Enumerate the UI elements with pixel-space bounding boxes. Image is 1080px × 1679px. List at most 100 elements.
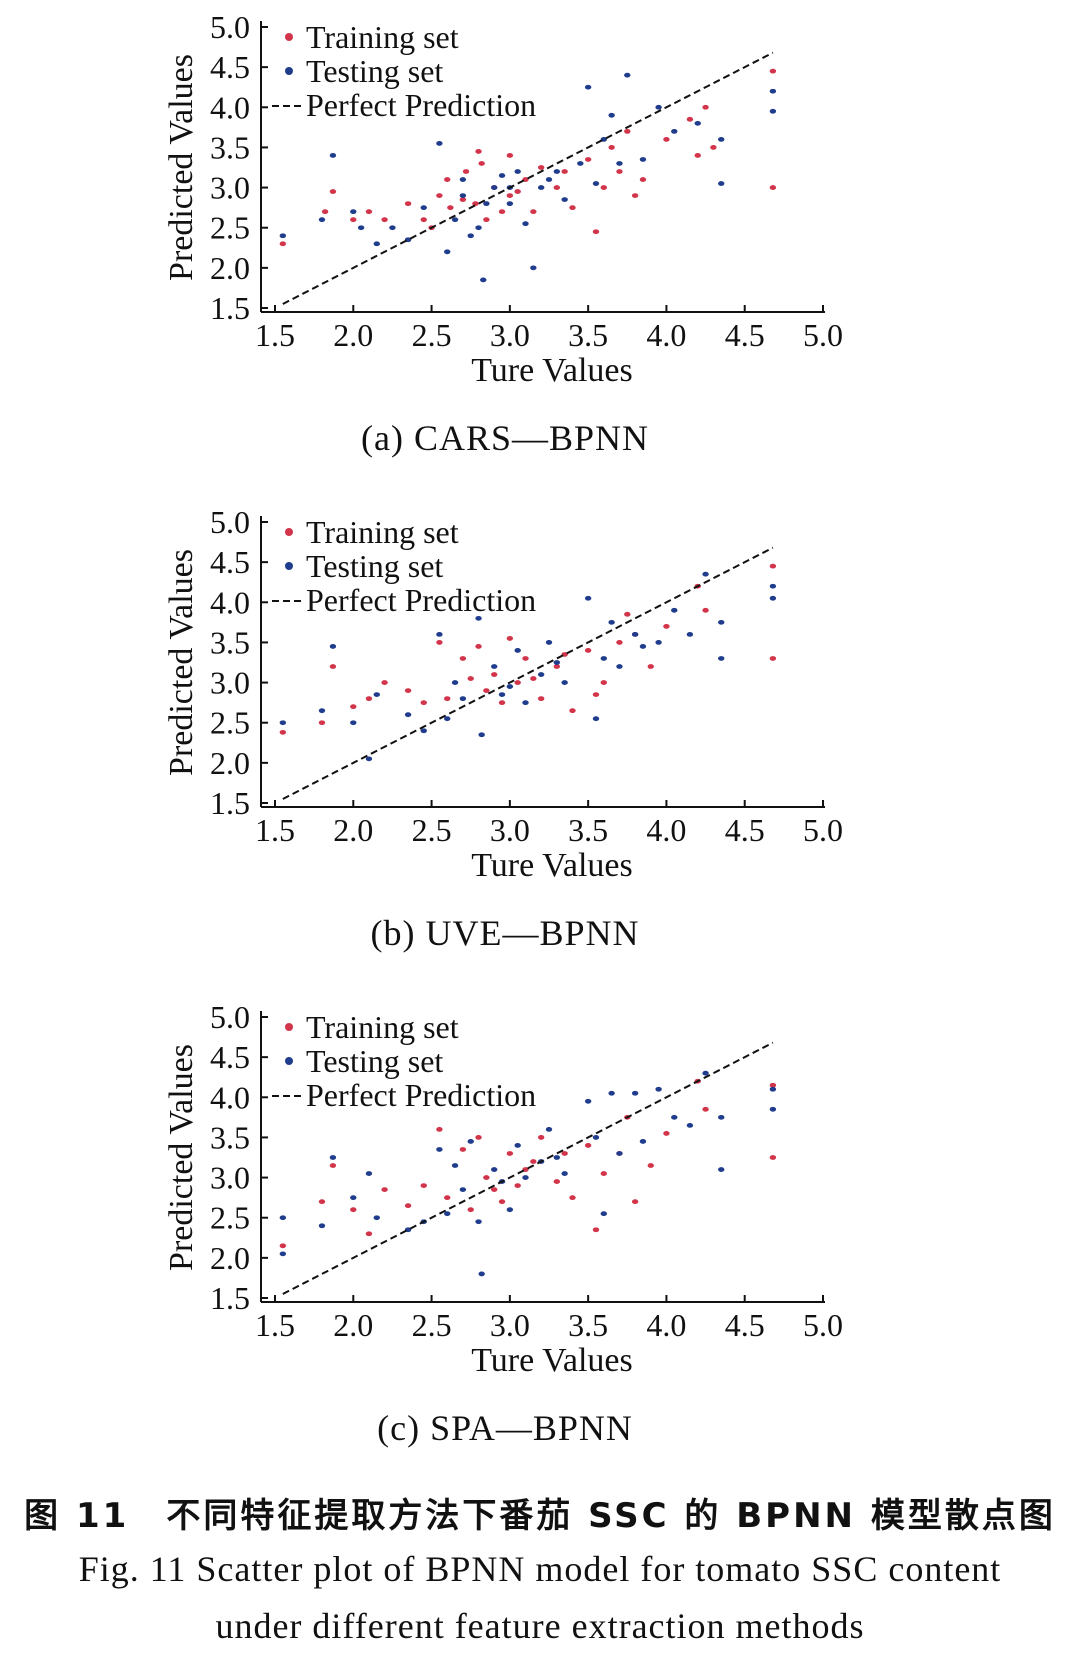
testing-point [451,680,459,685]
legend-testing-label: Testing set [306,548,443,584]
training-point [569,205,576,211]
training-point [569,1195,576,1201]
scatter-points [279,563,777,762]
testing-point [514,1143,521,1148]
training-point [631,193,639,199]
testing-point [467,233,474,239]
testing-point [769,1086,777,1092]
training-point [444,1195,451,1201]
x-tick-label: 3.5 [568,1307,608,1343]
testing-point [467,1139,474,1144]
x-tick-label: 4.0 [646,317,686,353]
legend-testing-label: Testing set [306,1043,443,1079]
training-point [769,1155,777,1160]
training-point [420,217,427,223]
training-point [420,700,427,706]
y-axis-label: Predicted Values [163,54,200,281]
training-point [475,1135,482,1140]
training-point [506,193,514,199]
training-point [329,1163,337,1168]
training-point [584,157,592,162]
y-axis-label: Predicted Values [163,1044,200,1271]
testing-point [769,1106,777,1112]
training-point [663,137,670,142]
legend-training-marker [285,1023,293,1031]
training-point [365,696,373,702]
testing-point [475,225,482,231]
testing-point [522,700,529,706]
training-point [702,1106,709,1112]
testing-point [451,217,459,223]
y-tick-label: 4.5 [210,1039,250,1075]
y-tick-label: 4.5 [210,49,250,85]
x-tick-label: 3.0 [490,812,530,848]
training-point [459,1147,467,1152]
training-point [491,1187,498,1193]
perfect-prediction-line [282,546,774,800]
training-point [404,1203,412,1209]
testing-point [459,177,467,182]
training-point [530,209,537,215]
training-point [329,664,337,669]
y-tick-label: 3.0 [210,170,250,206]
training-point [459,656,467,661]
training-point [514,189,521,194]
training-point [350,217,357,223]
testing-point [459,696,467,702]
y-tick-label: 2.0 [210,250,250,286]
figure-caption-zh: 图 11 不同特征提取方法下番茄 SSC 的 BPNN 模型散点图 [24,1496,1056,1536]
x-tick-label: 2.5 [412,317,452,353]
testing-point [769,595,777,601]
training-point [447,205,454,211]
perfect-prediction-line [282,51,774,305]
y-tick-label: 5.0 [210,999,250,1035]
testing-point [600,1211,607,1217]
testing-point [318,217,326,223]
training-point [522,656,529,661]
training-point [498,700,506,706]
training-point [279,241,287,247]
training-point [459,197,467,203]
training-point [537,165,545,170]
y-tick-label: 4.5 [210,544,250,580]
panel-caption: (c) SPA—BPNN [377,1408,633,1448]
testing-point [483,201,490,207]
testing-point [420,728,427,734]
training-point [639,177,647,182]
training-point [404,688,412,693]
training-point [616,169,623,174]
testing-point [592,716,600,722]
testing-point [655,104,662,110]
testing-point [506,1207,514,1213]
x-tick-label: 2.5 [412,1307,452,1343]
training-point [553,1179,561,1184]
testing-point [718,1167,725,1172]
testing-point [318,708,326,714]
testing-point [444,249,451,255]
training-point [663,623,670,629]
testing-point [631,632,639,637]
figure-caption-en-line2: under different feature extraction metho… [215,1606,865,1646]
testing-point [631,1090,639,1096]
training-point [365,1231,373,1237]
x-tick-label: 4.0 [646,1307,686,1343]
training-point [631,1199,639,1205]
testing-point [616,161,623,166]
y-tick-label: 4.0 [210,89,250,125]
training-point [608,145,615,150]
testing-point [279,233,287,239]
testing-point [718,656,725,661]
testing-point [769,108,777,114]
legend-training-marker [285,33,293,41]
training-point [769,1082,777,1088]
training-point [537,1135,545,1140]
testing-point [506,684,514,689]
legend-perfect-label: Perfect Prediction [306,582,536,618]
testing-point [639,1139,647,1144]
testing-point [514,648,521,653]
testing-point [329,1155,337,1160]
x-tick-label: 5.0 [803,1307,843,1343]
testing-point [475,615,482,621]
training-point [561,169,568,174]
training-point [769,185,777,190]
